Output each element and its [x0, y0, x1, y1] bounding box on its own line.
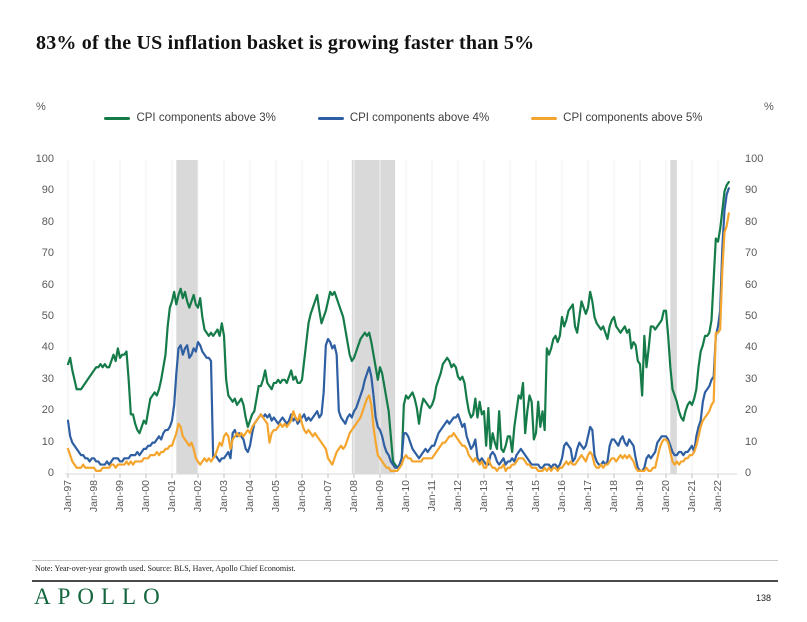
y-axis-label: 80: [745, 216, 758, 228]
y-axis-label: 0: [745, 467, 752, 479]
recession-band: [670, 160, 677, 474]
y-axis-label: 80: [41, 216, 54, 228]
x-axis-label: Jan-08: [348, 480, 360, 513]
x-axis-label: Jan-00: [140, 480, 152, 513]
x-axis-label: Jan-12: [452, 480, 464, 513]
x-axis-label: Jan-04: [244, 480, 256, 513]
legend-label: CPI components above 3%: [136, 112, 276, 124]
x-axis-label: Jan-98: [88, 480, 100, 513]
y-axis-label: 20: [41, 404, 54, 416]
legend-item-above-3pct: CPI components above 3%: [104, 112, 276, 124]
y-axis-label: 40: [41, 341, 54, 353]
y-axis-label: 70: [745, 247, 758, 259]
x-axis-label: Jan-06: [296, 480, 308, 513]
divider-dark: [32, 580, 778, 582]
x-axis-label: Jan-15: [530, 480, 542, 513]
source-note: Note: Year-over-year growth used. Source…: [35, 564, 296, 573]
y-axis-unit-right: %: [764, 101, 774, 113]
series-line: [66, 180, 730, 469]
series-line: [66, 187, 730, 472]
x-axis-label: Jan-02: [192, 480, 204, 513]
blue-line-swatch-icon: [317, 116, 344, 120]
y-axis-label: 100: [35, 153, 54, 165]
x-axis-label: Jan-19: [634, 480, 646, 513]
apollo-logo: APOLLO: [34, 584, 167, 609]
legend-item-above-5pct: CPI components above 5%: [531, 112, 703, 124]
y-axis-label: 40: [745, 341, 758, 353]
legend-item-above-4pct: CPI components above 4%: [317, 112, 490, 124]
y-axis-unit-left: %: [36, 101, 46, 113]
x-axis-label: Jan-18: [608, 480, 620, 513]
green-line-swatch-icon: [104, 116, 131, 120]
x-axis-label: Jan-11: [426, 480, 438, 512]
y-axis-label: 70: [41, 247, 54, 259]
x-axis-label: Jan-07: [322, 480, 334, 513]
y-axis-label: 60: [745, 279, 758, 291]
x-axis-label: Jan-10: [400, 480, 412, 513]
y-axis-label: 90: [745, 184, 758, 196]
x-axis-label: Jan-21: [686, 480, 698, 513]
page-number: 138: [755, 593, 771, 603]
page-title: 83% of the US inflation basket is growin…: [36, 32, 535, 54]
y-axis-label: 10: [745, 436, 758, 448]
x-axis-label: Jan-09: [374, 480, 386, 513]
y-axis-label: 50: [745, 310, 758, 322]
x-axis-label: Jan-13: [478, 480, 490, 513]
y-axis-label: 90: [41, 184, 54, 196]
x-axis-label: Jan-03: [218, 480, 230, 513]
chart-legend: CPI components above 3% CPI components a…: [0, 112, 807, 124]
x-axis-label: Jan-22: [712, 480, 724, 513]
y-axis-label: 0: [47, 467, 54, 479]
y-axis-label: 50: [41, 310, 54, 322]
x-axis-label: Jan-14: [504, 480, 516, 513]
y-axis-label: 20: [745, 404, 758, 416]
x-axis-label: Jan-97: [62, 480, 74, 513]
x-axis-label: Jan-01: [166, 480, 178, 513]
orange-line-swatch-icon: [531, 116, 558, 120]
recession-band: [176, 160, 198, 474]
y-axis-label: 100: [745, 153, 764, 165]
x-axis-label: Jan-17: [582, 480, 594, 513]
y-axis-label: 30: [745, 373, 758, 385]
y-axis-label: 10: [41, 436, 54, 448]
x-axis-label: Jan-99: [114, 480, 126, 513]
legend-label: CPI components above 5%: [563, 112, 703, 124]
y-axis-label: 60: [41, 279, 54, 291]
plot-area: [65, 160, 737, 478]
x-axis-label: Jan-16: [556, 480, 568, 513]
divider-light: [32, 560, 778, 561]
x-axis-label: Jan-20: [660, 480, 672, 513]
legend-label: CPI components above 4%: [349, 112, 490, 124]
series-line: [66, 212, 730, 472]
x-axis-label: Jan-05: [270, 480, 282, 513]
y-axis-label: 30: [41, 373, 54, 385]
